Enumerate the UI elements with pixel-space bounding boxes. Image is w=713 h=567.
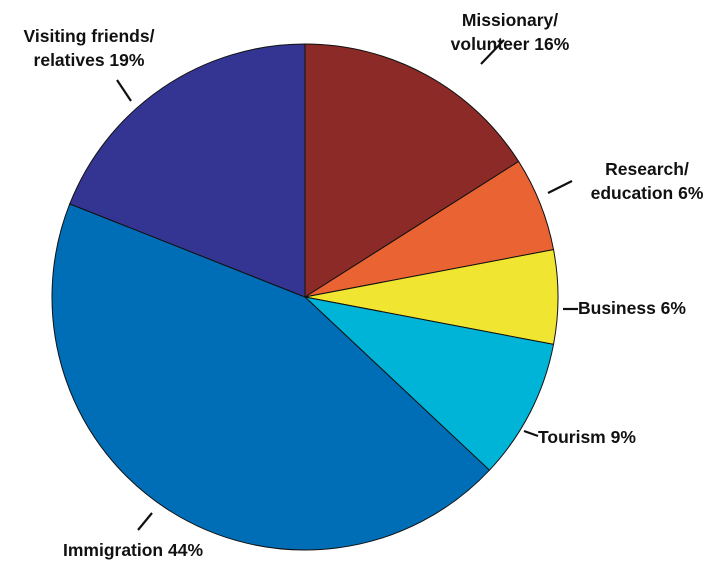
slice-label-line: Immigration 44% (63, 540, 203, 560)
leader-line-research-education (547, 180, 573, 194)
slice-label-visiting-friends-relatives: Visiting friends/relatives 19% (24, 26, 155, 70)
leader-line-immigration (137, 512, 153, 531)
slice-label-business: Business 6% (578, 298, 686, 318)
leader-line-tourism (523, 429, 539, 438)
slice-label-line: education 6% (591, 183, 704, 203)
slice-label-immigration: Immigration 44% (63, 540, 203, 560)
slice-label-line: Business 6% (578, 298, 686, 318)
pie-slice-missionary-volunteer (304, 43, 520, 298)
slice-label-missionary-volunteer: Missionary/volunteer 16% (451, 10, 570, 54)
slice-label-tourism: Tourism 9% (538, 427, 636, 447)
pie-slice-tourism (304, 296, 555, 471)
pie-slice-visiting-friends-relatives (69, 43, 306, 298)
leader-line-visiting-friends-relatives (116, 79, 132, 102)
pie-slices (51, 43, 559, 551)
slice-label-line: Tourism 9% (538, 427, 636, 447)
slice-labels: Missionary/volunteer 16% Research/educati… (24, 10, 704, 560)
slice-label-line: Visiting friends/ (24, 26, 155, 46)
slice-label-research-education: Research/education 6% (591, 159, 704, 203)
slice-label-line: volunteer 16% (451, 34, 570, 54)
slice-label-line: relatives 19% (34, 50, 145, 70)
slice-label-line: Research/ (605, 159, 689, 179)
pie-slice-immigration (51, 203, 490, 551)
leader-lines (116, 39, 578, 531)
slice-label-line: Missionary/ (462, 10, 558, 30)
leader-line-missionary-volunteer (480, 39, 505, 65)
